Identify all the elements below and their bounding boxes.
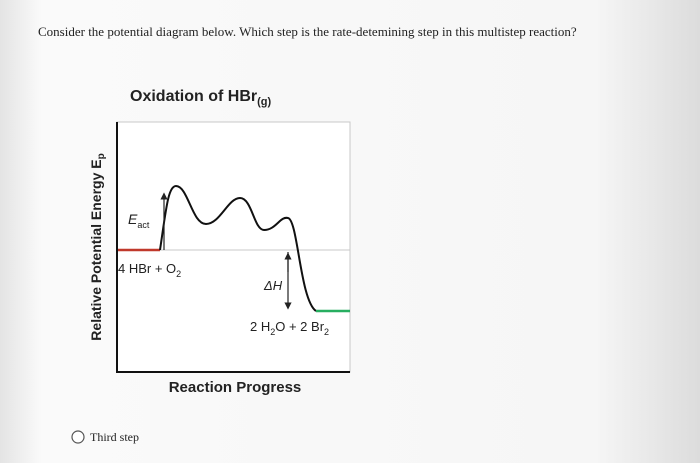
products-part1: 2 H: [250, 319, 270, 334]
answer-option[interactable]: Third step: [71, 430, 139, 444]
activation-label: Eact: [128, 211, 150, 230]
eact-sub: act: [137, 220, 150, 230]
energy-curve: [159, 184, 317, 312]
products-label: 2 H2O + 2 Br2: [250, 319, 329, 337]
title-sub: (g): [257, 96, 271, 108]
question-text: Consider the potential diagram below. Wh…: [38, 24, 577, 39]
radio-button[interactable]: [71, 430, 85, 444]
y-label-main: Relative Potential Energy E: [88, 159, 104, 340]
products-part2: O + 2 Br: [275, 319, 324, 334]
products-sub2: 2: [324, 327, 329, 337]
reactants-sub: 2: [176, 269, 181, 279]
reactants-main: 4 HBr + O: [118, 261, 176, 276]
eact-main: E: [128, 211, 138, 227]
enthalpy-label: ΔH: [263, 278, 283, 293]
y-axis-label: Relative Potential Energy Ep: [88, 153, 107, 340]
plot-frame: [116, 121, 351, 373]
x-axis-label: Reaction Progress: [169, 379, 302, 396]
y-label-sub: p: [96, 153, 107, 159]
option-label[interactable]: Third step: [90, 430, 139, 444]
products-sub1: 2: [270, 327, 275, 337]
diagram-title: Oxidation of HBr(g): [130, 88, 271, 108]
reactants-label: 4 HBr + O2: [118, 261, 181, 279]
diagram: Oxidation of HBr(g) Relative Potential E…: [88, 88, 351, 396]
title-main: Oxidation of HBr: [130, 88, 257, 105]
